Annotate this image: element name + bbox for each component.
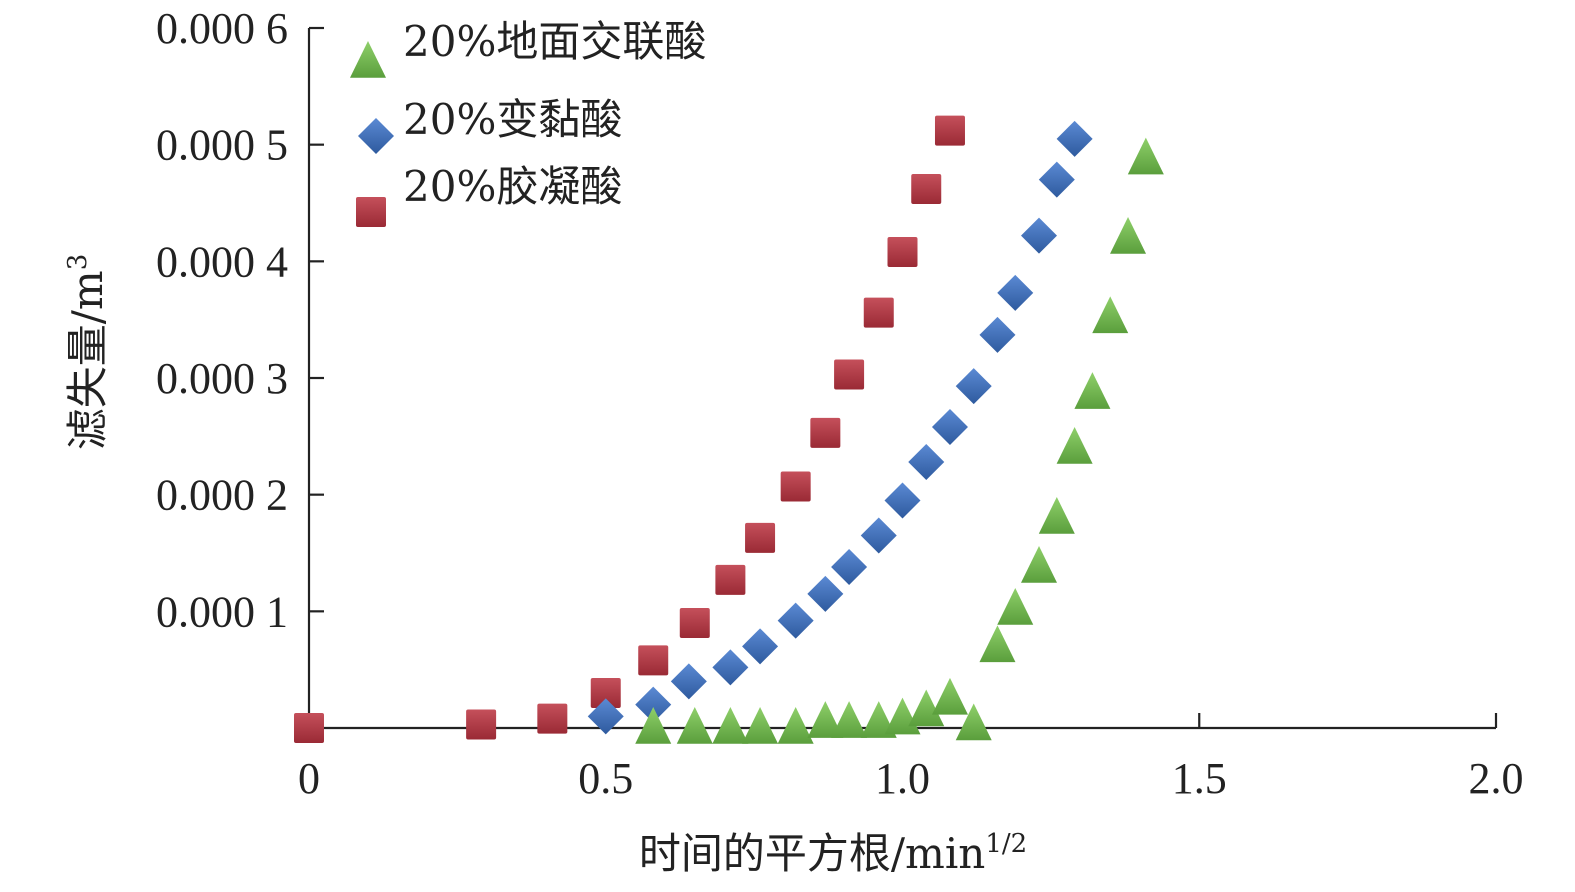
x-tick-label: 1.5 xyxy=(1172,754,1227,803)
legend: 20%地面交联酸 20%变黏酸 20%胶凝酸 xyxy=(350,17,706,227)
series-triangle-points xyxy=(635,137,1164,744)
diamond-point xyxy=(931,409,968,445)
y-axis-title-sup: 3 xyxy=(63,254,93,271)
legend-label: 20%变黏酸 xyxy=(403,95,622,144)
square-point xyxy=(466,709,497,740)
series-diamond-points xyxy=(587,120,1093,735)
y-tick-label: 0.000 3 xyxy=(156,354,288,403)
triangle-point xyxy=(676,707,713,744)
triangle-point xyxy=(931,677,968,715)
triangle-point xyxy=(742,707,779,744)
triangle-point xyxy=(831,701,868,738)
triangle-point xyxy=(1056,427,1093,464)
legend-label: 20%地面交联酸 xyxy=(403,17,706,66)
y-axis-title-text: 滤失量/m xyxy=(63,270,112,450)
square-point xyxy=(294,713,324,743)
y-tick-label: 0.000 1 xyxy=(156,587,288,636)
triangle-point xyxy=(979,625,1016,663)
diamond-point xyxy=(1056,120,1093,157)
y-tick-label: 0.000 4 xyxy=(156,237,288,286)
diamond-point xyxy=(979,316,1016,353)
x-axis-title: 时间的平方根/min1/2 xyxy=(639,829,1027,878)
legend-item-square: 20%胶凝酸 xyxy=(356,162,622,227)
square-point xyxy=(638,645,669,676)
x-ticks: 0 0.5 1.0 1.5 2.0 xyxy=(298,713,1524,803)
data-points xyxy=(294,115,1164,744)
legend-item-triangle: 20%地面交联酸 xyxy=(350,17,706,78)
square-point xyxy=(810,417,841,448)
square-point xyxy=(780,471,811,502)
square-point xyxy=(715,564,746,595)
y-tick-label: 0.000 5 xyxy=(156,121,288,170)
triangle-point xyxy=(997,588,1034,625)
x-axis-title-text: 时间的平方根/min xyxy=(639,829,985,878)
legend-square-marker xyxy=(356,197,386,227)
diamond-point xyxy=(884,482,921,519)
legend-label: 20%胶凝酸 xyxy=(403,162,622,211)
x-tick-label: 1.0 xyxy=(875,754,930,803)
y-axis-title: 滤失量/m3 xyxy=(63,254,112,451)
triangle-point xyxy=(1021,546,1058,583)
x-axis-title-sup: 1/2 xyxy=(985,829,1027,859)
square-point xyxy=(863,297,894,328)
triangle-point xyxy=(1038,497,1075,534)
square-point xyxy=(887,237,918,267)
triangle-point xyxy=(1074,372,1111,409)
diamond-point xyxy=(587,698,624,735)
square-point xyxy=(911,174,942,204)
diamond-point xyxy=(860,517,897,554)
diamond-point xyxy=(742,628,779,665)
square-point xyxy=(679,608,710,638)
square-point xyxy=(834,359,865,390)
diamond-point xyxy=(635,686,672,723)
diamond-point xyxy=(1021,217,1058,254)
x-tick-label: 0 xyxy=(298,754,320,803)
y-tick-label: 0.000 6 xyxy=(156,4,288,53)
triangle-point xyxy=(908,689,945,727)
diamond-point xyxy=(831,549,868,585)
square-point xyxy=(745,522,776,553)
triangle-point xyxy=(1092,296,1129,334)
series-square-points xyxy=(294,115,965,743)
triangle-point xyxy=(1127,137,1164,175)
square-point xyxy=(934,115,965,146)
diamond-point xyxy=(997,274,1034,311)
y-axis-title-group: 滤失量/m3 xyxy=(63,254,112,451)
diamond-point xyxy=(908,444,945,480)
triangle-point xyxy=(955,703,992,741)
x-tick-label: 0.5 xyxy=(578,754,633,803)
diamond-point xyxy=(777,602,814,639)
diamond-point xyxy=(670,663,707,700)
legend-diamond-marker xyxy=(358,118,394,154)
triangle-point xyxy=(712,707,749,744)
triangle-point xyxy=(635,707,672,744)
triangle-point xyxy=(777,707,814,744)
diamond-point xyxy=(807,575,844,612)
x-tick-label: 2.0 xyxy=(1469,754,1524,803)
legend-item-diamond: 20%变黏酸 xyxy=(358,95,622,154)
square-point xyxy=(537,703,568,734)
legend-triangle-marker xyxy=(350,41,386,78)
diamond-point xyxy=(955,368,992,405)
diamond-point xyxy=(1038,161,1075,198)
y-ticks: 0.000 1 0.000 2 0.000 3 0.000 4 0.000 5 0.000… xyxy=(156,4,324,636)
triangle-point xyxy=(1110,217,1147,254)
square-point xyxy=(590,678,621,708)
diamond-point xyxy=(712,649,749,686)
triangle-point xyxy=(807,701,844,738)
y-tick-label: 0.000 2 xyxy=(156,471,288,520)
